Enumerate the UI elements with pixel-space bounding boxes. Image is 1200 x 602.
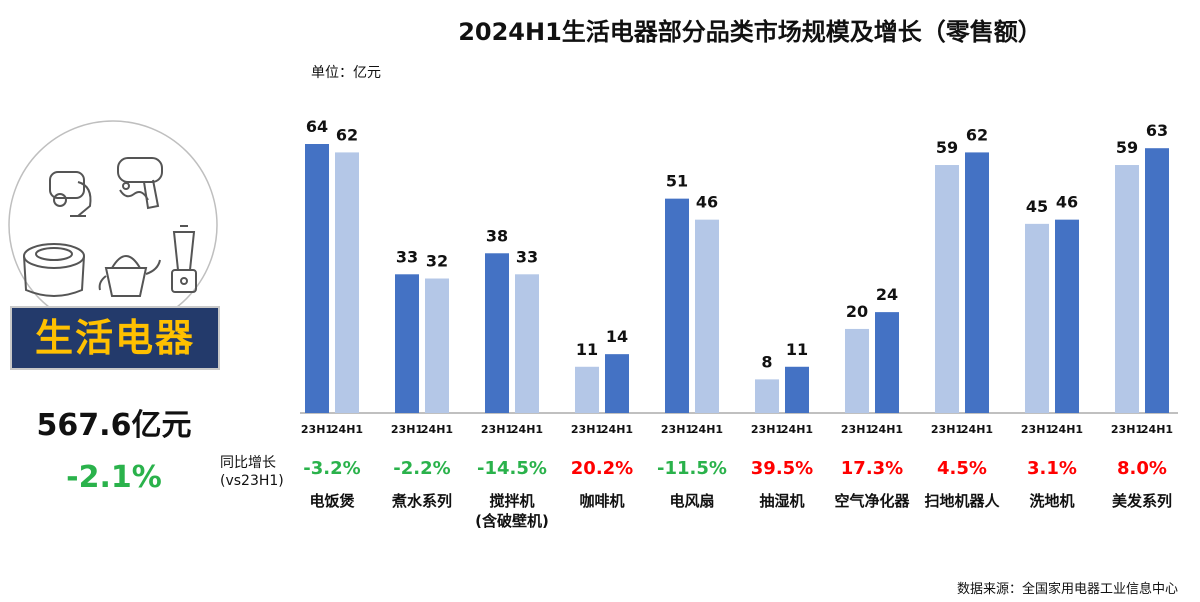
appliance-illustration bbox=[8, 120, 218, 330]
data-label-23h1: 11 bbox=[576, 340, 598, 359]
bar-23h1 bbox=[845, 328, 869, 413]
bar-24h1 bbox=[605, 354, 629, 413]
bar-23h1 bbox=[1115, 165, 1139, 413]
category-label: 电饭煲 bbox=[309, 492, 355, 510]
bar-24h1 bbox=[875, 312, 899, 413]
tick-label-24h1: 24H1 bbox=[421, 423, 453, 436]
category-label: 煮水系列 bbox=[391, 492, 452, 510]
bar-24h1 bbox=[425, 278, 449, 413]
bar-24h1 bbox=[1145, 148, 1169, 413]
growth-label: 39.5% bbox=[751, 458, 813, 479]
bar-24h1 bbox=[515, 274, 539, 413]
category-label: 洗地机 bbox=[1029, 492, 1074, 510]
category-label: 搅拌机 bbox=[489, 492, 534, 510]
data-label-24h1: 46 bbox=[1056, 193, 1078, 212]
tick-label-24h1: 24H1 bbox=[781, 423, 813, 436]
bar-23h1 bbox=[305, 144, 329, 413]
category-label: 空气净化器 bbox=[834, 492, 910, 510]
growth-label: -2.2% bbox=[393, 458, 450, 479]
data-label-24h1: 32 bbox=[426, 252, 448, 271]
growth-label: -3.2% bbox=[303, 458, 360, 479]
tick-label-23h1: 23H1 bbox=[661, 423, 693, 436]
data-label-23h1: 8 bbox=[761, 352, 772, 371]
rice-cooker-icon bbox=[23, 243, 85, 297]
data-label-23h1: 59 bbox=[1116, 138, 1138, 157]
tick-label-23h1: 23H1 bbox=[751, 423, 783, 436]
yoy-label-line1: 同比增长 bbox=[220, 455, 276, 471]
data-label-23h1: 51 bbox=[666, 172, 688, 191]
data-label-24h1: 11 bbox=[786, 340, 808, 359]
category-label: 抽湿机 bbox=[759, 492, 804, 510]
bar-23h1 bbox=[395, 274, 419, 413]
category-label: 电风扇 bbox=[669, 492, 714, 510]
tick-label-24h1: 24H1 bbox=[601, 423, 633, 436]
growth-label: 4.5% bbox=[937, 458, 987, 479]
yoy-label: 同比增长 (vs23H1) bbox=[220, 454, 284, 490]
tick-label-24h1: 24H1 bbox=[511, 423, 543, 436]
growth-label: 20.2% bbox=[571, 458, 633, 479]
tick-label-24h1: 24H1 bbox=[1141, 423, 1173, 436]
total-market-size: 567.6亿元 bbox=[36, 408, 192, 443]
tick-label-24h1: 24H1 bbox=[331, 423, 363, 436]
data-label-24h1: 62 bbox=[966, 125, 988, 144]
tick-label-23h1: 23H1 bbox=[391, 423, 423, 436]
category-label: 咖啡机 bbox=[579, 492, 624, 510]
blender-icon bbox=[171, 225, 197, 293]
data-label-24h1: 62 bbox=[336, 125, 358, 144]
vacuum-icon bbox=[49, 171, 92, 217]
tick-label-23h1: 23H1 bbox=[571, 423, 603, 436]
category-label: (含破壁机) bbox=[475, 512, 549, 530]
data-label-24h1: 24 bbox=[876, 285, 898, 304]
data-label-23h1: 59 bbox=[936, 138, 958, 157]
data-label-23h1: 38 bbox=[486, 226, 508, 245]
growth-label: 3.1% bbox=[1027, 458, 1077, 479]
total-growth: -2.1% bbox=[66, 460, 162, 495]
kettle-icon bbox=[98, 255, 161, 297]
bar-24h1 bbox=[335, 152, 359, 413]
tick-label-24h1: 24H1 bbox=[691, 423, 723, 436]
growth-label: 8.0% bbox=[1117, 458, 1167, 479]
bar-23h1 bbox=[575, 366, 599, 413]
data-label-24h1: 63 bbox=[1146, 121, 1168, 140]
category-banner: 生活电器 bbox=[10, 306, 220, 370]
tick-label-23h1: 23H1 bbox=[1021, 423, 1053, 436]
tick-label-24h1: 24H1 bbox=[871, 423, 903, 436]
data-label-24h1: 33 bbox=[516, 247, 538, 266]
tick-label-23h1: 23H1 bbox=[841, 423, 873, 436]
data-source: 数据来源：全国家用电器工业信息中心 bbox=[956, 582, 1178, 597]
data-label-24h1: 14 bbox=[606, 327, 628, 346]
bar-24h1 bbox=[965, 152, 989, 413]
data-label-23h1: 33 bbox=[396, 247, 418, 266]
yoy-label-line2: (vs23H1) bbox=[220, 473, 284, 489]
bar-23h1 bbox=[485, 253, 509, 413]
bar-23h1 bbox=[755, 379, 779, 413]
data-label-24h1: 46 bbox=[696, 193, 718, 212]
bar-24h1 bbox=[785, 366, 809, 413]
bar-23h1 bbox=[935, 165, 959, 413]
tick-label-24h1: 24H1 bbox=[1051, 423, 1083, 436]
growth-label: -11.5% bbox=[657, 458, 727, 479]
bar-23h1 bbox=[665, 198, 689, 413]
tick-label-23h1: 23H1 bbox=[481, 423, 513, 436]
category-label: 扫地机器人 bbox=[924, 492, 1000, 510]
data-label-23h1: 45 bbox=[1026, 197, 1048, 216]
bar-24h1 bbox=[695, 219, 719, 413]
bar-23h1 bbox=[1025, 223, 1049, 413]
chart-title: 2024H1生活电器部分品类市场规模及增长（零售额） bbox=[458, 18, 1042, 46]
tick-label-23h1: 23H1 bbox=[931, 423, 963, 436]
growth-label: 17.3% bbox=[841, 458, 903, 479]
category-label: 美发系列 bbox=[1112, 492, 1172, 510]
growth-label: -14.5% bbox=[477, 458, 547, 479]
tick-label-23h1: 23H1 bbox=[301, 423, 333, 436]
tick-label-24h1: 24H1 bbox=[961, 423, 993, 436]
hair-dryer-icon bbox=[117, 157, 163, 210]
unit-label: 单位：亿元 bbox=[311, 65, 381, 81]
data-label-23h1: 64 bbox=[306, 117, 328, 136]
bar-24h1 bbox=[1055, 219, 1079, 413]
data-label-23h1: 20 bbox=[846, 302, 868, 321]
tick-label-23h1: 23H1 bbox=[1111, 423, 1143, 436]
